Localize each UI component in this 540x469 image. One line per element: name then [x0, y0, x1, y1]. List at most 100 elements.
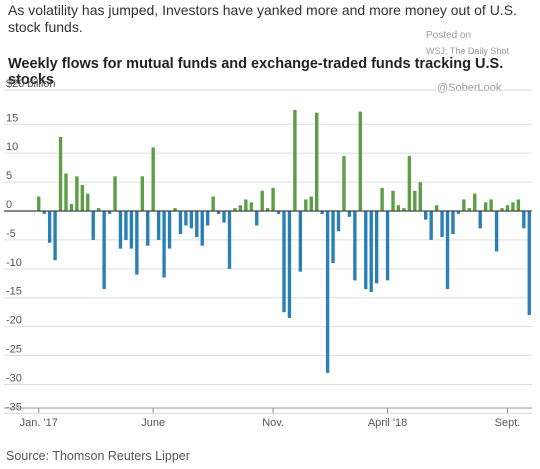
- bar: [129, 211, 134, 249]
- y-tick-label: -5: [6, 228, 16, 240]
- bar: [37, 196, 41, 211]
- bar: [260, 190, 264, 211]
- y-tick-label: -20: [6, 315, 22, 327]
- bar: [227, 211, 232, 269]
- bar: [342, 156, 346, 211]
- bar: [42, 211, 46, 214]
- bar: [206, 211, 210, 226]
- bar: [195, 211, 199, 238]
- bar: [478, 211, 482, 229]
- source-note: Source: Thomson Reuters Lipper: [6, 449, 190, 463]
- bar: [107, 211, 112, 214]
- bar: [216, 211, 221, 214]
- bar: [353, 211, 357, 281]
- bar: [249, 202, 253, 211]
- bar: [336, 211, 341, 232]
- bar: [86, 193, 90, 211]
- bar: [69, 204, 74, 211]
- y-tick-label: -25: [6, 344, 22, 356]
- bar: [293, 109, 297, 211]
- bar: [173, 208, 177, 211]
- y-tick-label: -10: [6, 257, 22, 269]
- bar: [151, 147, 155, 211]
- bar: [445, 211, 450, 290]
- bar: [331, 211, 335, 264]
- bar: [380, 187, 384, 211]
- bar: [64, 173, 68, 211]
- bar: [124, 211, 128, 240]
- x-tick-label: April '18: [368, 417, 407, 429]
- bar: [402, 208, 406, 211]
- bar: [282, 211, 286, 313]
- bar: [391, 190, 395, 211]
- bar: [358, 111, 362, 211]
- x-tick-label: Sept.: [495, 417, 521, 429]
- bar: [364, 211, 368, 290]
- bar: [385, 211, 390, 281]
- bar: [140, 176, 144, 211]
- bar: [113, 176, 117, 211]
- bar: [494, 211, 499, 252]
- bar: [287, 211, 292, 318]
- x-tick-label: June: [141, 417, 165, 429]
- bar: [189, 211, 194, 229]
- bar: [58, 136, 63, 211]
- watermark-handle: @SoberLook: [437, 82, 502, 94]
- bar: [489, 199, 493, 211]
- chart-title: Weekly flows for mutual funds and exchan…: [8, 56, 504, 88]
- bar: [156, 211, 161, 240]
- bar: [396, 205, 401, 211]
- bar: [118, 211, 123, 249]
- bars: [37, 109, 531, 373]
- bar: [483, 202, 488, 211]
- bar: [211, 196, 215, 211]
- bar: [304, 199, 308, 211]
- y-tick-label: -15: [6, 286, 22, 298]
- bar: [325, 211, 330, 373]
- bar: [222, 211, 226, 223]
- bar: [271, 187, 275, 211]
- y-tick-label: 0: [6, 199, 12, 211]
- bar: [467, 208, 472, 211]
- bar: [276, 211, 281, 214]
- bar: [527, 211, 531, 316]
- bar: [407, 156, 412, 211]
- gridlines: [4, 89, 532, 414]
- bar: [244, 199, 248, 211]
- y-tick-label: 5: [6, 170, 12, 182]
- bar: [75, 176, 79, 211]
- y-axis-ticks: $20 billion 15 10 5 0 -5 -10 -15 -20 -25 -30 -35: [6, 78, 56, 413]
- bar: [309, 196, 313, 211]
- bar: [500, 208, 504, 211]
- bar: [505, 205, 510, 211]
- y-tick-label: $20 billion: [6, 78, 56, 90]
- bar: [315, 112, 319, 211]
- x-axis-ticks: Jan. '17 June Nov. April '18 Sept.: [4, 407, 532, 429]
- bar: [298, 211, 303, 272]
- bar: [146, 211, 150, 246]
- bar: [429, 211, 433, 240]
- bar: [516, 199, 521, 211]
- bar: [320, 211, 324, 214]
- bar: [347, 211, 352, 217]
- bar: [184, 211, 188, 226]
- y-tick-label: 10: [6, 141, 18, 153]
- x-tick-label: Nov.: [262, 417, 284, 429]
- bar: [91, 211, 95, 240]
- bar: [456, 211, 461, 214]
- bar: [451, 211, 455, 235]
- bar: [80, 184, 85, 211]
- watermark-posted-on: Posted on: [426, 30, 472, 41]
- bar: [96, 208, 101, 211]
- x-tick-label: Jan. '17: [20, 417, 58, 429]
- bar: [53, 211, 57, 261]
- bar: [178, 211, 183, 235]
- bar: [369, 211, 373, 292]
- y-tick-label: -35: [6, 401, 22, 413]
- headline: As volatility has jumped, Investors have…: [8, 2, 517, 35]
- bar: [440, 211, 444, 238]
- bar: [265, 208, 270, 211]
- bar: [413, 190, 417, 211]
- bar: [418, 182, 422, 211]
